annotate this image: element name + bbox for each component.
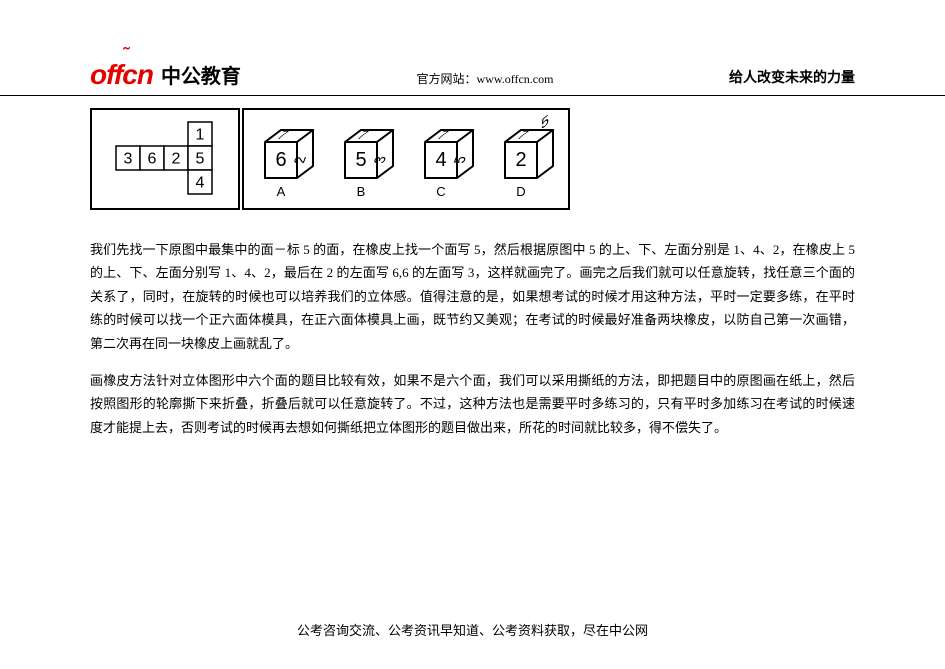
cube-d-label: D (516, 184, 525, 199)
net-cell-4: 4 (196, 175, 205, 192)
website-label: 官方网站： (416, 72, 476, 86)
paragraph-2: 画橡皮方法针对立体图形中六个面的题目比较有效，如果不是六个面，我们可以采用撕纸的… (90, 369, 855, 439)
net-cell-6: 6 (148, 151, 157, 168)
logo-en: offc˜n (90, 61, 153, 89)
footer-text: 公考咨询交流、公考资讯早知道、公考资料获取，尽在中公网 (297, 623, 648, 638)
cube-svg: 1 3 6 2 5 4 7 6 2 A (90, 108, 570, 218)
cube-c: 7 4 5 C (425, 128, 473, 199)
cube-b-front: 5 (355, 149, 366, 171)
header-center: 官方网站：www.offcn.com (416, 70, 553, 89)
cube-c-label: C (436, 184, 445, 199)
cube-d-front: 2 (515, 149, 526, 171)
cube-d: 7 2 5 D (505, 111, 553, 199)
net-cell-5: 5 (196, 151, 205, 168)
website-url[interactable]: www.offcn.com (476, 72, 553, 86)
header-slogan: 给人改变未来的力量 (729, 67, 855, 89)
cube-c-front: 4 (435, 149, 446, 171)
net-cell-1: 1 (196, 127, 205, 144)
body-text: 我们先找一下原图中最集中的面－标 5 的面，在橡皮上找一个面写 5，然后根据原图… (0, 218, 945, 439)
cube-c-right: 5 (451, 156, 470, 163)
net-panel: 1 3 6 2 5 4 (91, 109, 239, 209)
net-cell-3: 3 (124, 151, 133, 168)
logo-cn: 中公教育 (161, 60, 241, 89)
net-cell-2: 2 (172, 151, 181, 168)
cube-a: 7 6 2 A (265, 128, 313, 199)
cube-figure: 1 3 6 2 5 4 7 6 2 A (90, 108, 945, 218)
logo: offc˜n 中公教育 (90, 60, 241, 89)
cube-a-right: 2 (291, 156, 310, 163)
paragraph-1: 我们先找一下原图中最集中的面－标 5 的面，在橡皮上找一个面写 5，然后根据原图… (90, 238, 855, 355)
page-header: offc˜n 中公教育 官方网站：www.offcn.com 给人改变未来的力量 (0, 0, 945, 96)
cube-a-front: 6 (275, 149, 286, 171)
footer: 公考咨询交流、公考资讯早知道、公考资料获取，尽在中公网 (0, 620, 945, 639)
cube-b-label: B (357, 184, 366, 199)
cube-a-label: A (277, 184, 286, 199)
cube-b-right: 3 (371, 156, 390, 163)
cube-b: 7 5 3 B (345, 128, 393, 199)
